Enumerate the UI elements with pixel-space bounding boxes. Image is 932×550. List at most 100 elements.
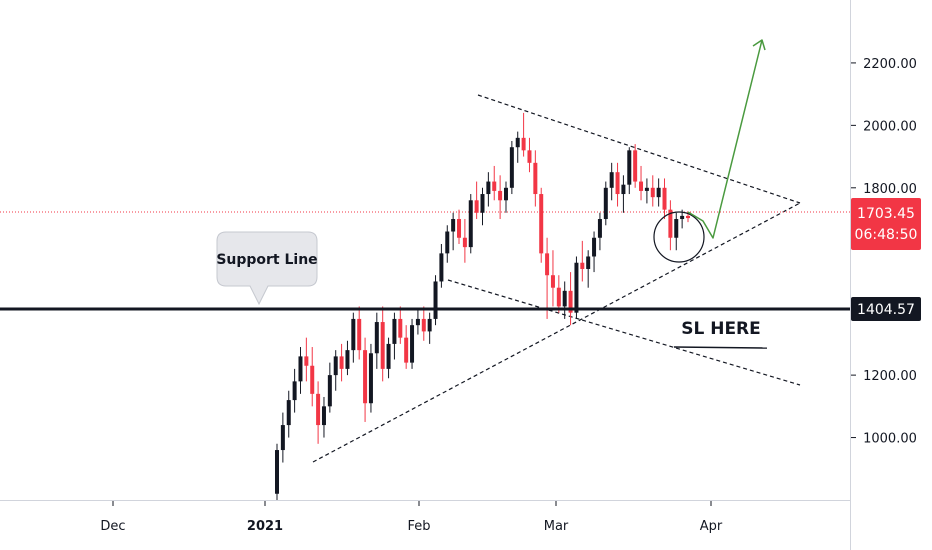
- candle: [457, 209, 462, 244]
- candle: [380, 306, 385, 382]
- candle: [686, 212, 690, 223]
- lower-channel-line[interactable]: [447, 279, 801, 386]
- candle: [298, 347, 303, 394]
- candle: [668, 200, 673, 251]
- candle: [674, 212, 679, 251]
- candle-body: [427, 318, 432, 332]
- candle: [545, 237, 550, 319]
- candle: [421, 306, 426, 341]
- candle: [339, 343, 344, 382]
- candle-body: [668, 209, 673, 238]
- candle: [533, 150, 538, 207]
- candle: [415, 309, 420, 335]
- current-price-badge: 1703.45 06:48:50: [851, 198, 921, 250]
- callout-bubble: [216, 231, 318, 306]
- candle-body: [550, 275, 555, 288]
- candle: [410, 318, 415, 369]
- candle: [580, 240, 585, 282]
- candle-body: [316, 393, 321, 426]
- candle-body: [498, 190, 503, 201]
- candle-body: [503, 187, 508, 201]
- candle-body: [374, 322, 379, 354]
- y-tick-label: 2000.00: [863, 119, 917, 134]
- candle: [486, 172, 491, 207]
- candle: [521, 112, 526, 157]
- candle: [621, 175, 626, 213]
- support-price-badge-bg: [851, 297, 921, 321]
- candle: [539, 187, 544, 263]
- candle-body: [580, 262, 585, 269]
- candle-body: [468, 200, 473, 248]
- candles: [275, 112, 690, 500]
- candle-body: [515, 137, 520, 148]
- candle-body: [615, 172, 620, 195]
- candle-body: [603, 187, 608, 220]
- candle: [656, 178, 661, 207]
- candle-body: [650, 187, 655, 198]
- candle-body: [639, 181, 644, 191]
- candle: [592, 231, 597, 273]
- time-axis[interactable]: Dec 2021 Feb Mar Apr: [100, 501, 723, 534]
- candle-body: [533, 162, 538, 195]
- candle-body: [674, 219, 679, 238]
- candle: [439, 243, 444, 288]
- candle-body: [380, 322, 385, 369]
- candle-body: [357, 318, 362, 351]
- support-price-badge: 1404.57: [851, 297, 921, 321]
- x-tick-label: Feb: [407, 519, 430, 534]
- candle-body: [292, 381, 297, 401]
- candle: [398, 306, 403, 344]
- candle: [480, 187, 485, 226]
- candle-body: [433, 281, 438, 319]
- candle-body: [351, 318, 356, 351]
- candle-body: [568, 290, 573, 313]
- projection-arrow[interactable]: [687, 39, 766, 239]
- candle: [615, 162, 620, 207]
- candle: [286, 390, 291, 438]
- current-price-countdown: 06:48:50: [855, 227, 918, 243]
- candle-body: [492, 181, 497, 191]
- candle-body: [644, 187, 649, 191]
- candle: [662, 178, 667, 220]
- sl-annotation[interactable]: SL HERE: [673, 319, 768, 349]
- candle: [609, 162, 614, 201]
- candle: [351, 312, 356, 363]
- candle-body: [457, 219, 462, 238]
- candle: [374, 312, 379, 369]
- candle-body: [310, 365, 315, 394]
- candle: [474, 181, 479, 220]
- projection-path: [687, 39, 763, 239]
- candle: [404, 325, 409, 369]
- x-tick-label: Dec: [100, 519, 125, 534]
- candle-body: [410, 325, 415, 363]
- candle: [639, 165, 644, 201]
- candle-body: [521, 137, 526, 151]
- y-tick-label: 1200.00: [863, 369, 917, 384]
- current-price-value: 1703.45: [857, 206, 915, 222]
- x-tick-label: Mar: [544, 519, 569, 534]
- candle: [633, 144, 638, 188]
- candle: [445, 225, 450, 263]
- candle: [304, 337, 309, 382]
- support-callout[interactable]: Support Line: [216, 231, 318, 306]
- candle-body: [486, 181, 491, 195]
- x-tick-label: 2021: [247, 519, 283, 534]
- sl-underline: [673, 346, 768, 349]
- candle-body: [609, 172, 614, 188]
- trendlines[interactable]: [312, 94, 801, 463]
- candle-body: [286, 400, 291, 426]
- lower-triangle-line[interactable]: [312, 202, 801, 463]
- upper-triangle-line[interactable]: [477, 94, 801, 204]
- candle-body: [574, 262, 579, 313]
- candle-body: [680, 215, 685, 220]
- candle: [386, 337, 391, 379]
- candle-body: [327, 375, 332, 407]
- candle: [427, 312, 432, 344]
- candle: [368, 343, 373, 413]
- price-axis[interactable]: 2200.00 2000.00 1800.00 1200.00 1000.00: [851, 57, 917, 447]
- highlight-circle[interactable]: [653, 211, 705, 263]
- candle-body: [333, 356, 338, 376]
- candle-body: [562, 290, 567, 307]
- candle: [492, 165, 497, 201]
